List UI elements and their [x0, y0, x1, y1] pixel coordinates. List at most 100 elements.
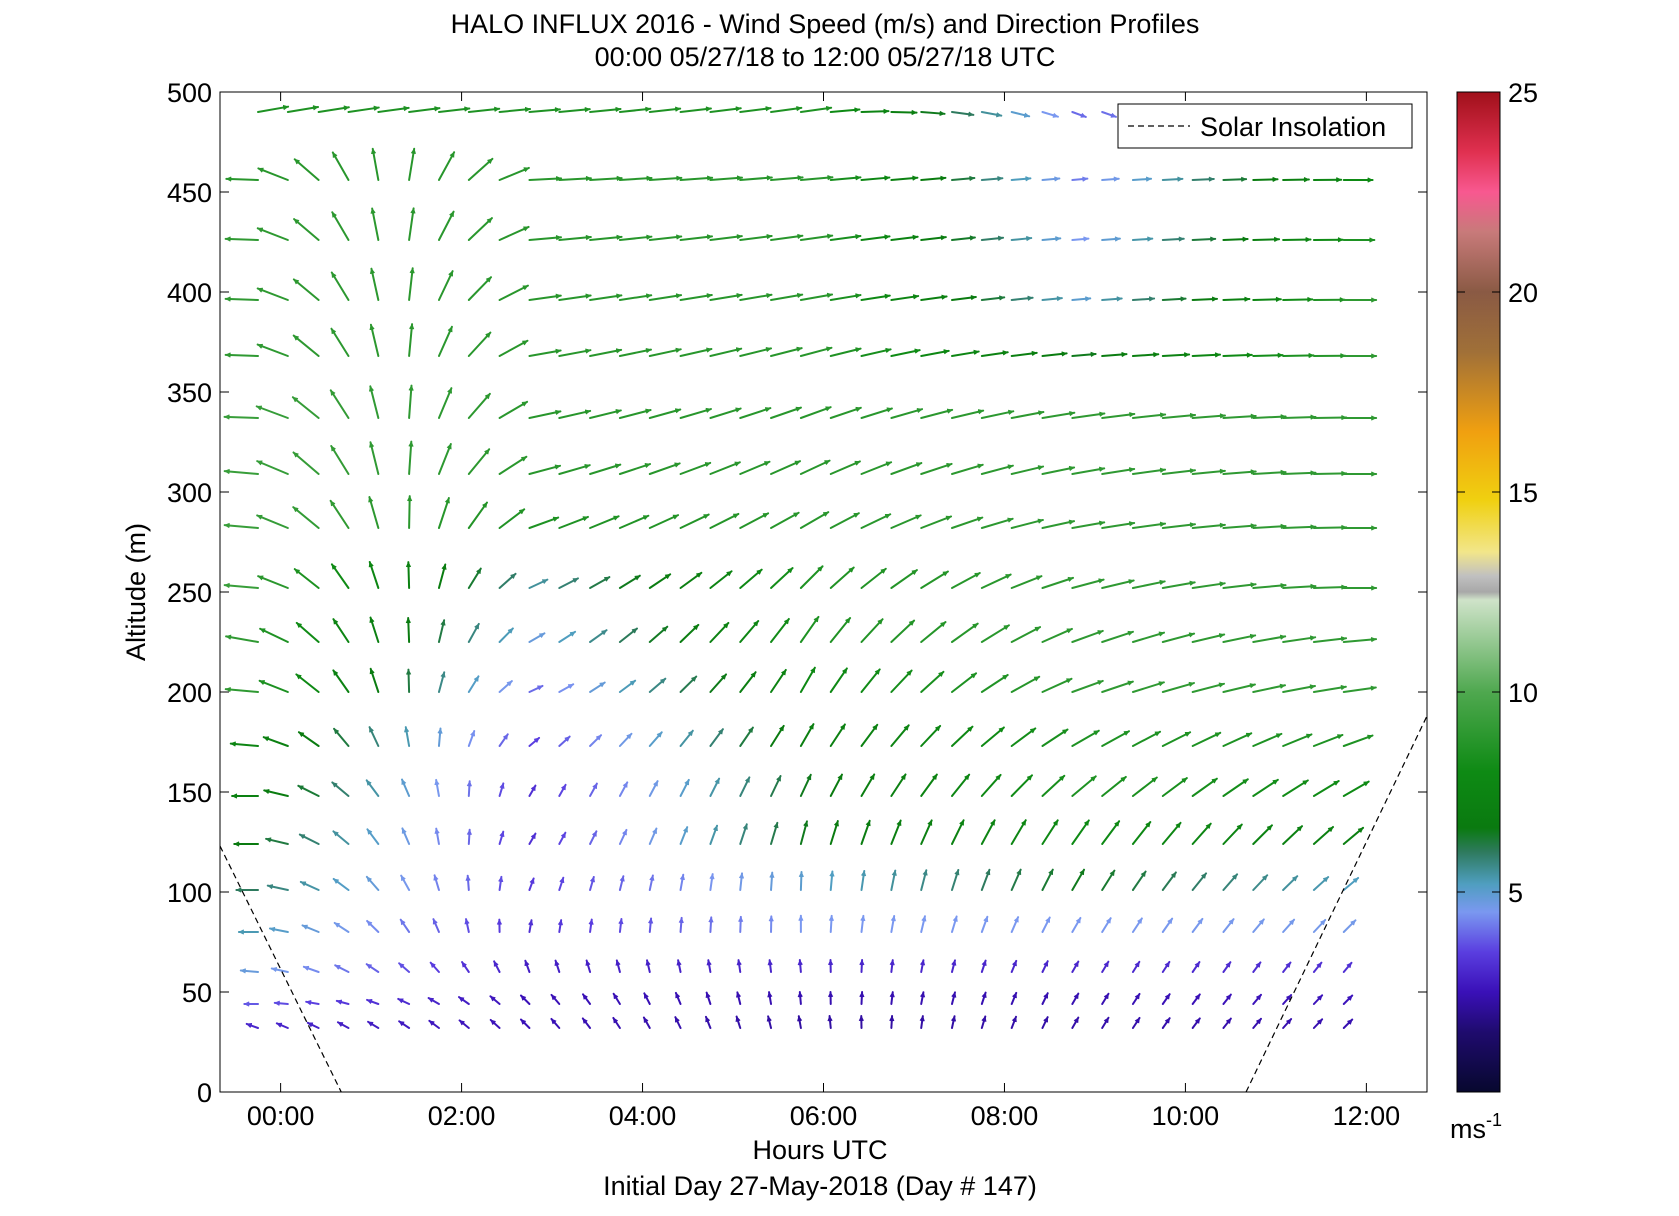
wind-arrow: [461, 961, 470, 973]
wind-arrow: [618, 514, 650, 529]
wind-arrow: [648, 408, 682, 419]
wind-arrow: [464, 918, 470, 933]
wind-arrow: [528, 736, 541, 747]
wind-arrow: [365, 963, 380, 973]
wind-arrow: [1342, 585, 1378, 591]
wind-arrow: [1191, 296, 1219, 302]
chart-footer: Initial Day 27-May-2018 (Day # 147): [603, 1171, 1037, 1201]
wind-arrow: [306, 1021, 320, 1029]
wind-arrow: [498, 400, 529, 419]
wind-arrow: [498, 572, 517, 589]
wind-arrow: [648, 462, 681, 475]
wind-arrow: [407, 495, 413, 529]
wind-arrow: [589, 876, 595, 891]
wind-arrow: [550, 993, 561, 1005]
wind-arrow: [829, 512, 860, 529]
wind-arrow: [679, 873, 685, 891]
wind-arrow: [859, 991, 865, 1005]
wind-arrow: [554, 959, 561, 973]
wind-arrow: [558, 348, 592, 357]
wind-arrow: [528, 409, 562, 419]
wind-arrow: [265, 837, 289, 845]
wind-arrow: [437, 270, 454, 301]
wind-arrow: [1342, 734, 1374, 747]
wind-arrow: [369, 667, 380, 693]
wind-arrow: [980, 868, 991, 891]
wind-arrow: [739, 175, 773, 181]
wind-arrow: [498, 627, 514, 643]
wind-arrow: [1131, 960, 1141, 973]
wind-arrow: [890, 773, 907, 797]
wind-arrow: [1041, 819, 1059, 845]
wind-arrow: [257, 104, 290, 113]
wind-arrow: [679, 826, 689, 845]
wind-arrow: [648, 827, 658, 845]
wind-arrow: [1282, 635, 1317, 643]
wind-arrow: [257, 575, 289, 589]
wind-arrow: [648, 731, 663, 747]
wind-arrow: [860, 407, 893, 419]
wind-arrow: [890, 619, 916, 643]
wind-arrow: [829, 234, 862, 241]
wind-arrow: [679, 513, 710, 529]
wind-arrow: [1041, 1016, 1049, 1029]
legend-label-solar-insolation: Solar Insolation: [1200, 112, 1386, 142]
wind-arrow: [1041, 576, 1075, 589]
wind-arrow: [1342, 961, 1353, 973]
wind-arrow: [589, 576, 611, 589]
wind-arrow: [1222, 582, 1257, 589]
wind-arrow: [437, 106, 471, 113]
wind-arrow: [827, 1015, 833, 1029]
wind-arrow: [235, 887, 260, 893]
wind-arrow: [708, 916, 714, 933]
wind-arrow: [1010, 675, 1041, 693]
wind-arrow: [950, 1015, 957, 1029]
wind-arrow: [799, 175, 834, 181]
wind-arrow: [860, 773, 876, 797]
wind-arrow: [331, 781, 350, 797]
wind-arrow: [437, 497, 450, 529]
wind-arrow: [225, 176, 260, 182]
wind-arrow: [676, 959, 682, 973]
wind-arrow: [618, 679, 637, 693]
wind-arrow: [498, 339, 529, 357]
wind-arrow: [1010, 518, 1044, 529]
wind-arrow: [369, 441, 380, 475]
wind-arrow: [1161, 821, 1182, 845]
wind-arrow: [528, 464, 562, 475]
wind-arrow: [890, 819, 902, 845]
wind-arrow: [645, 959, 651, 973]
wind-arrow: [223, 522, 260, 529]
wind-arrow: [1101, 1016, 1110, 1029]
wind-arrow: [770, 511, 800, 529]
wind-arrow: [1282, 524, 1317, 530]
wind-arrow: [980, 573, 1012, 589]
colorbar-tick-label: 10: [1508, 678, 1538, 708]
wind-arrow: [1222, 176, 1248, 182]
wind-arrow: [493, 960, 501, 973]
wind-arrow: [437, 387, 453, 419]
wind-arrow: [980, 624, 1010, 643]
y-axis-label: Altitude (m): [121, 523, 151, 661]
wind-arrow: [589, 629, 608, 643]
wind-arrow: [709, 407, 742, 419]
wind-arrow: [612, 1016, 621, 1029]
wind-arrow: [829, 566, 855, 589]
wind-arrow: [618, 627, 638, 643]
wind-arrow: [330, 271, 350, 301]
wind-arrow: [1222, 918, 1235, 933]
wind-arrow: [1252, 732, 1283, 747]
wind-arrow: [467, 448, 491, 475]
wind-arrow: [770, 668, 787, 693]
wind-arrow: [739, 619, 760, 643]
wind-arrow: [1312, 636, 1348, 643]
wind-arrow: [1252, 874, 1269, 891]
wind-arrow: [262, 736, 289, 747]
wind-arrow: [224, 296, 260, 302]
wind-arrow: [980, 350, 1009, 357]
wind-arrow: [1131, 917, 1143, 933]
y-tick-label: 100: [167, 878, 212, 908]
wind-arrow: [1282, 875, 1299, 891]
wind-arrow: [467, 276, 493, 301]
wind-arrow: [1041, 627, 1073, 643]
